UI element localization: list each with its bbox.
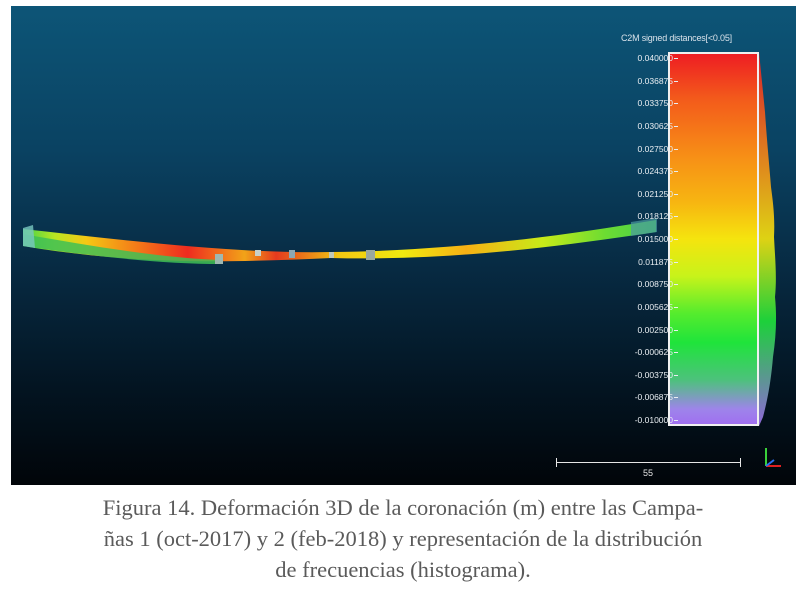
histogram bbox=[759, 52, 777, 426]
crest-block bbox=[215, 254, 223, 264]
crest-face-left bbox=[23, 234, 221, 264]
point-cloud bbox=[23, 218, 657, 264]
3d-viewport[interactable]: C2M signed distances[<0.05] 0.040000 0.03… bbox=[11, 6, 796, 485]
color-scale-bar bbox=[668, 52, 759, 426]
distance-scale-bar bbox=[556, 457, 741, 471]
color-scale-tick: 0.021250 bbox=[609, 188, 678, 200]
crest-block bbox=[255, 250, 261, 256]
color-scale-tick: 0.030625 bbox=[609, 120, 678, 132]
color-scale-tick: 0.015000 bbox=[609, 233, 678, 245]
crest-block bbox=[289, 250, 295, 258]
color-scale-tick: -0.006875 bbox=[609, 391, 678, 403]
distance-scale-value: 55 bbox=[643, 468, 654, 478]
color-scale-tick: 0.040000 bbox=[609, 52, 678, 64]
crest-band bbox=[23, 220, 656, 262]
figure-caption: Figura 14. Deformación 3D de la coronaci… bbox=[0, 492, 806, 585]
color-scale-tick: 0.036875 bbox=[609, 75, 678, 87]
caption-line-2: ñas 1 (oct-2017) y 2 (feb-2018) y repres… bbox=[103, 526, 703, 551]
crest-end-right bbox=[631, 218, 657, 236]
caption-line-1: Figura 14. Deformación 3D de la coronaci… bbox=[102, 495, 704, 520]
color-scale-tick: 0.018125 bbox=[609, 210, 678, 222]
legend-title: C2M signed distances[<0.05] bbox=[621, 33, 732, 43]
color-scale-tick: 0.027500 bbox=[609, 143, 678, 155]
axis-triad-icon[interactable] bbox=[763, 446, 787, 472]
crest-end-left bbox=[23, 225, 35, 248]
color-scale-tick: 0.011875 bbox=[609, 256, 678, 268]
color-scale-tick: 0.008750 bbox=[609, 278, 678, 290]
color-scale-tick: 0.005625 bbox=[609, 301, 678, 313]
color-scale-tick: -0.000625 bbox=[609, 346, 678, 358]
color-scale-tick: 0.033750 bbox=[609, 97, 678, 109]
color-scale-tick: 0.024375 bbox=[609, 165, 678, 177]
caption-line-3: de frecuencias (histograma). bbox=[275, 557, 531, 582]
color-scale-tick: -0.003750 bbox=[609, 369, 678, 381]
color-scale-tick: 0.002500 bbox=[609, 324, 678, 336]
color-scale-tick: -0.010000 bbox=[609, 414, 678, 426]
crest-block bbox=[366, 250, 375, 260]
crest-block bbox=[329, 252, 334, 258]
